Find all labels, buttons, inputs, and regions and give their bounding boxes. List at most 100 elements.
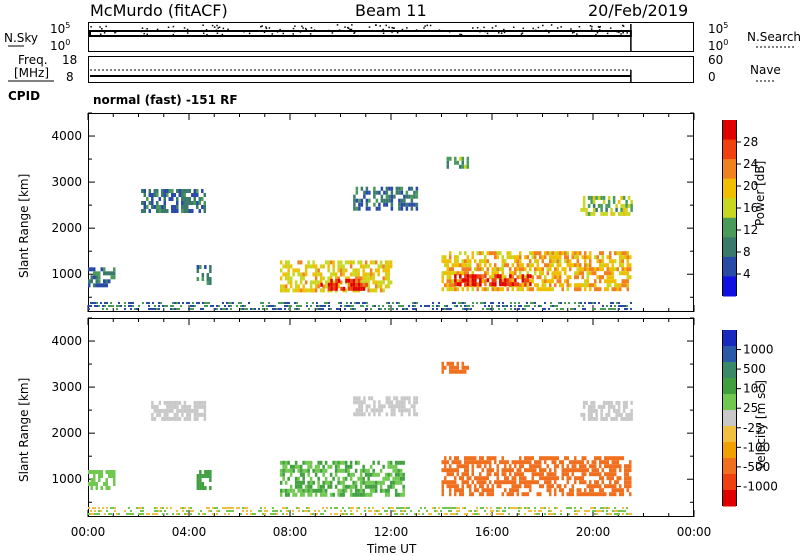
y-tick-label: 1000 bbox=[51, 472, 82, 486]
nsky-point bbox=[457, 30, 460, 32]
nsky-point bbox=[243, 30, 245, 33]
x-tick-label: 12:00 bbox=[374, 525, 409, 539]
nsky-point bbox=[483, 26, 485, 29]
nsky-point bbox=[167, 26, 170, 29]
nsky-point bbox=[596, 31, 599, 34]
colorbar-segment bbox=[723, 410, 736, 427]
nsky-point bbox=[186, 28, 189, 31]
colorbar-segment bbox=[723, 198, 736, 219]
colorbar-tick-label: 20 bbox=[743, 179, 758, 193]
colorbar-segment bbox=[723, 139, 736, 160]
nsky-point bbox=[545, 29, 547, 32]
data-region bbox=[353, 396, 419, 417]
nsky-point bbox=[250, 30, 253, 32]
nsky-point bbox=[460, 33, 463, 36]
nsky-point bbox=[385, 24, 387, 27]
nsky-trace bbox=[89, 30, 632, 37]
data-region bbox=[151, 400, 207, 421]
cpid-label: CPID bbox=[8, 89, 41, 103]
data-region bbox=[454, 274, 532, 287]
nsky-point bbox=[597, 26, 600, 28]
y-tick-label: 4000 bbox=[51, 334, 82, 348]
colorbar-tick-label: 4 bbox=[743, 267, 751, 281]
nsky-point bbox=[183, 27, 186, 29]
nsky-point bbox=[491, 27, 494, 29]
colorbar-segment bbox=[723, 426, 736, 443]
colorbar-segment bbox=[723, 458, 736, 475]
data-region bbox=[580, 400, 633, 421]
nsky-point bbox=[503, 28, 505, 31]
data-region bbox=[441, 251, 632, 292]
nsky-right-tick-bottom: 100 bbox=[708, 38, 729, 53]
colorbar-tick-label: -500 bbox=[743, 460, 770, 474]
nsky-point bbox=[205, 28, 208, 31]
nsky-point bbox=[537, 26, 540, 29]
x-tick-label: 04:00 bbox=[172, 525, 207, 539]
nsky-point bbox=[495, 25, 497, 27]
data-region bbox=[88, 470, 116, 491]
nsky-point bbox=[448, 30, 451, 33]
nsky-label: N.Sky bbox=[4, 31, 39, 45]
nsky-point bbox=[595, 33, 597, 36]
colorbar-tick-label: 25 bbox=[743, 401, 758, 415]
colorbar-segment bbox=[723, 378, 736, 395]
nsky-point bbox=[415, 29, 418, 31]
nsky-point bbox=[571, 32, 574, 34]
nsky-point bbox=[186, 32, 189, 34]
nsky-point bbox=[401, 28, 404, 31]
nsky-point bbox=[346, 26, 349, 29]
nsky-point bbox=[476, 26, 479, 29]
nsky-point bbox=[310, 27, 313, 29]
nsky-left-tick-bottom: 100 bbox=[50, 38, 71, 53]
colorbar-segment bbox=[723, 120, 736, 141]
colorbar-segment bbox=[723, 276, 736, 297]
nsky-point bbox=[406, 27, 408, 29]
nsky-point bbox=[305, 29, 308, 31]
colorbar-tick-label: -25 bbox=[743, 421, 763, 435]
nsky-point bbox=[265, 26, 267, 28]
nsky-point bbox=[375, 24, 377, 26]
nsky-point bbox=[299, 31, 302, 33]
nsky-point bbox=[351, 24, 353, 26]
nsky-point bbox=[512, 26, 515, 29]
data-region bbox=[279, 460, 405, 497]
nsky-point bbox=[578, 25, 581, 28]
nsky-point bbox=[146, 28, 148, 30]
nsky-point bbox=[353, 32, 355, 34]
nsky-point bbox=[103, 32, 106, 34]
nsky-point bbox=[268, 27, 271, 29]
nsky-point bbox=[216, 24, 218, 27]
freq-unit-label: [MHz] bbox=[14, 66, 50, 80]
x-tick-label: 00:00 bbox=[677, 525, 712, 539]
nsky-point bbox=[391, 26, 393, 29]
nsky-point bbox=[141, 27, 144, 29]
nsky-point bbox=[328, 29, 330, 32]
nsky-point bbox=[294, 25, 296, 27]
colorbar-segment bbox=[723, 178, 736, 199]
nsky-point bbox=[405, 29, 408, 32]
data-region bbox=[441, 456, 632, 497]
colorbar-segment bbox=[723, 490, 736, 507]
nsky-point bbox=[276, 31, 279, 33]
nsky-point bbox=[542, 24, 544, 27]
nsky-point bbox=[344, 26, 346, 28]
colorbar-segment bbox=[723, 442, 736, 459]
nsky-point bbox=[173, 30, 176, 33]
colorbar-tick-label: -100 bbox=[743, 440, 770, 454]
y-tick-label: 4000 bbox=[51, 129, 82, 143]
nsky-point bbox=[222, 27, 225, 30]
nsky-point bbox=[618, 31, 620, 34]
nsky-point bbox=[98, 30, 101, 33]
nsky-point bbox=[399, 30, 402, 32]
nave-label: Nave bbox=[750, 63, 781, 77]
data-region bbox=[196, 265, 212, 286]
near-range-speckle bbox=[88, 302, 632, 310]
nsky-point bbox=[206, 33, 208, 36]
nsky-point bbox=[347, 27, 350, 30]
nsky-point bbox=[503, 31, 506, 34]
nsky-point bbox=[622, 25, 625, 27]
nsky-point bbox=[620, 33, 622, 35]
data-region bbox=[320, 278, 368, 291]
colorbar-tick-label: 12 bbox=[743, 223, 758, 237]
near-range-speckle bbox=[88, 507, 632, 515]
